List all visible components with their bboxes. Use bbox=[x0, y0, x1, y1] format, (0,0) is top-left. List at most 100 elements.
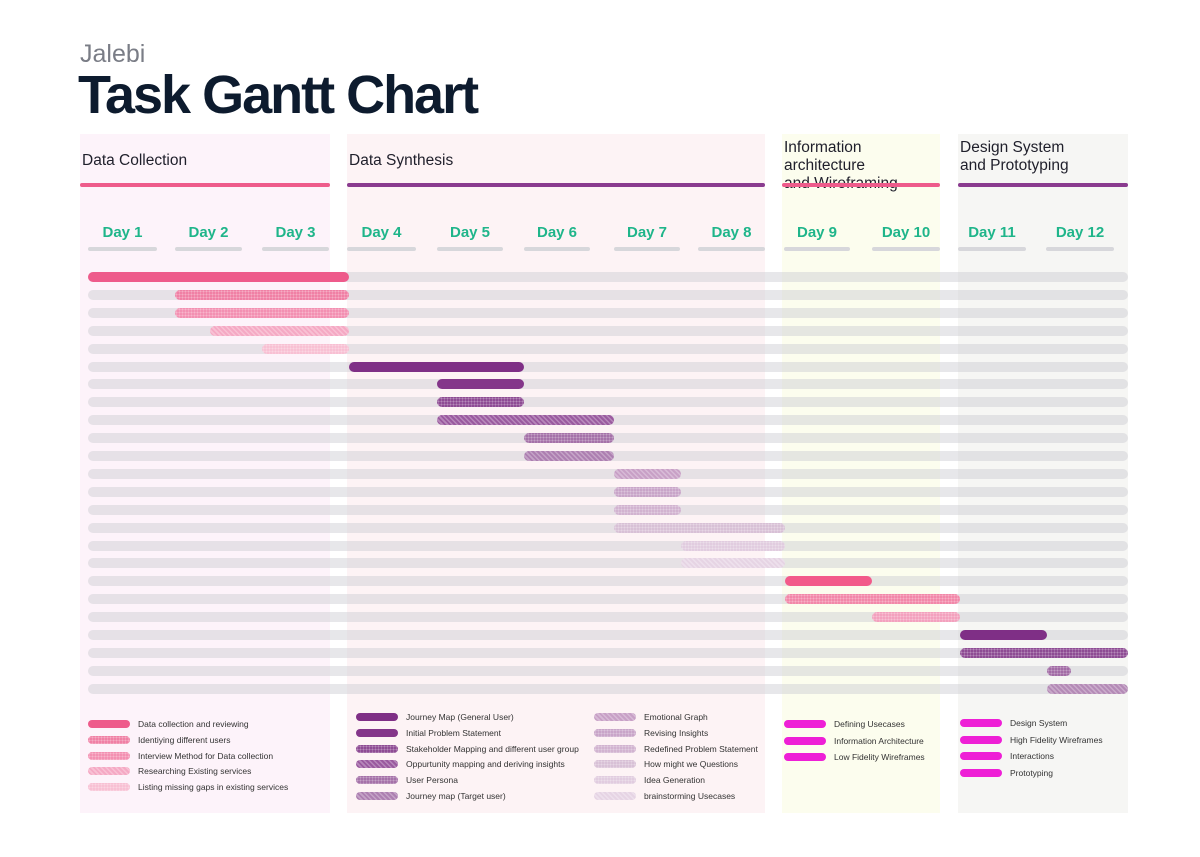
legend-item: Oppurtunity mapping and deriving insight… bbox=[356, 757, 565, 771]
task-track bbox=[88, 522, 1128, 533]
task-bar bbox=[960, 647, 1128, 658]
task-track bbox=[88, 379, 1128, 390]
task-bar bbox=[1047, 665, 1072, 676]
day-label: Day 10 bbox=[881, 224, 931, 241]
task-bar bbox=[175, 307, 349, 318]
legend-label: Revising Insights bbox=[644, 727, 709, 738]
legend-item: Redefined Problem Statement bbox=[594, 742, 794, 756]
legend-label: How might we Questions bbox=[644, 759, 739, 770]
legend-label: Emotional Graph bbox=[644, 712, 708, 722]
task-track bbox=[88, 594, 1128, 605]
legend-swatch bbox=[88, 720, 130, 728]
legend-label: Researching Existing services bbox=[138, 766, 252, 777]
task-bar bbox=[614, 504, 681, 515]
legend-label: High Fidelity Wireframes bbox=[1010, 734, 1103, 745]
day-rule bbox=[872, 247, 940, 251]
phase-title: Design System and Prototyping bbox=[960, 139, 1069, 175]
legend-swatch bbox=[356, 776, 398, 785]
phase-title-line: and Prototyping bbox=[960, 157, 1069, 174]
day-label: Day 6 bbox=[536, 224, 578, 241]
legend-item: User Persona bbox=[356, 773, 556, 787]
phase-title: Data Synthesis bbox=[349, 152, 453, 170]
day-label: Day 11 bbox=[968, 224, 1016, 241]
legend-swatch bbox=[960, 768, 1002, 777]
legend-swatch bbox=[88, 751, 130, 760]
task-bar bbox=[614, 486, 681, 497]
phase-rule bbox=[347, 183, 765, 187]
day-label: Day 5 bbox=[449, 224, 491, 241]
legend-item: Idea Generation bbox=[594, 773, 794, 787]
legend-item: Interview Method for Data collection bbox=[88, 749, 288, 763]
legend-swatch bbox=[594, 744, 636, 753]
task-track bbox=[88, 361, 1128, 372]
task-bar bbox=[524, 451, 614, 461]
legend-swatch bbox=[356, 744, 398, 753]
legend-label: Design System bbox=[1010, 718, 1068, 728]
day-label: Day 7 bbox=[626, 224, 668, 241]
brand-name: Jalebi bbox=[80, 40, 146, 68]
legend-item: High Fidelity Wireframes bbox=[960, 733, 1160, 747]
day-rule bbox=[614, 247, 680, 251]
legend-label: Stakeholder Mapping and different user g… bbox=[406, 743, 579, 754]
legend-label: Idea Generation bbox=[644, 775, 705, 786]
legend-label: Interview Method for Data collection bbox=[138, 750, 274, 761]
legend-swatch bbox=[356, 792, 398, 800]
legend-swatch bbox=[356, 713, 398, 721]
day-rule bbox=[437, 247, 503, 251]
legend-label: User Persona bbox=[406, 775, 458, 786]
legend-item: Low Fidelity Wireframes bbox=[784, 750, 984, 764]
legend-item: Journey map (Target user) bbox=[356, 789, 556, 803]
task-bar bbox=[349, 361, 524, 372]
legend-label: Identiying different users bbox=[138, 734, 231, 745]
legend-item: Prototyping bbox=[960, 766, 1160, 780]
task-bar bbox=[960, 630, 1047, 640]
legend-label: Low Fidelity Wireframes bbox=[834, 752, 925, 762]
task-bar bbox=[785, 576, 872, 587]
task-bar bbox=[209, 325, 349, 336]
legend-label: Prototyping bbox=[1010, 767, 1053, 778]
phase-title-line: Data Synthesis bbox=[349, 152, 454, 169]
legend-swatch bbox=[88, 783, 130, 792]
task-track bbox=[88, 272, 1128, 282]
legend-label: Data collection and reviewing bbox=[138, 719, 249, 729]
phase-title-line: Information architecture bbox=[784, 139, 865, 174]
day-rule bbox=[698, 247, 765, 251]
task-bar bbox=[88, 272, 349, 282]
legend-swatch bbox=[594, 776, 636, 785]
legend-item: Information Architecture bbox=[784, 734, 984, 748]
day-label: Day 8 bbox=[711, 224, 752, 241]
phase-rule bbox=[80, 183, 330, 187]
legend-label: Defining Usecases bbox=[834, 719, 905, 729]
legend-swatch bbox=[594, 760, 636, 769]
legend-label: Journey map (Target user) bbox=[406, 791, 506, 801]
legend-label: Listing missing gaps in existing service… bbox=[138, 782, 289, 793]
phase-rule bbox=[958, 183, 1128, 187]
legend-swatch bbox=[356, 760, 398, 769]
legend-item: Researching Existing services bbox=[88, 764, 288, 778]
legend-item: Design System bbox=[960, 716, 1160, 730]
legend-swatch bbox=[784, 753, 826, 761]
task-bar bbox=[872, 612, 960, 623]
day-rule bbox=[1046, 247, 1114, 251]
phase-title-line: Design System bbox=[960, 139, 1065, 156]
task-bar bbox=[175, 289, 349, 300]
legend-label: Interactions bbox=[1010, 751, 1054, 761]
legend-item: Revising Insights bbox=[594, 726, 794, 740]
task-track bbox=[88, 486, 1128, 497]
task-bar bbox=[681, 558, 785, 569]
legend-label: Journey Map (General User) bbox=[406, 712, 514, 722]
task-track bbox=[88, 665, 1128, 676]
legend-label: Information Architecture bbox=[834, 735, 924, 746]
legend-item: Interactions bbox=[960, 749, 1160, 763]
task-track bbox=[88, 683, 1128, 694]
legend-swatch bbox=[960, 752, 1002, 760]
day-rule bbox=[958, 247, 1026, 251]
legend-item: Identiying different users bbox=[88, 733, 288, 747]
task-track bbox=[88, 576, 1128, 587]
day-rule bbox=[262, 247, 329, 251]
task-track bbox=[88, 630, 1128, 640]
day-label: Day 2 bbox=[188, 224, 229, 241]
day-label: Day 12 bbox=[1055, 224, 1105, 241]
legend-item: Listing missing gaps in existing service… bbox=[88, 780, 288, 794]
task-bar bbox=[437, 415, 614, 426]
